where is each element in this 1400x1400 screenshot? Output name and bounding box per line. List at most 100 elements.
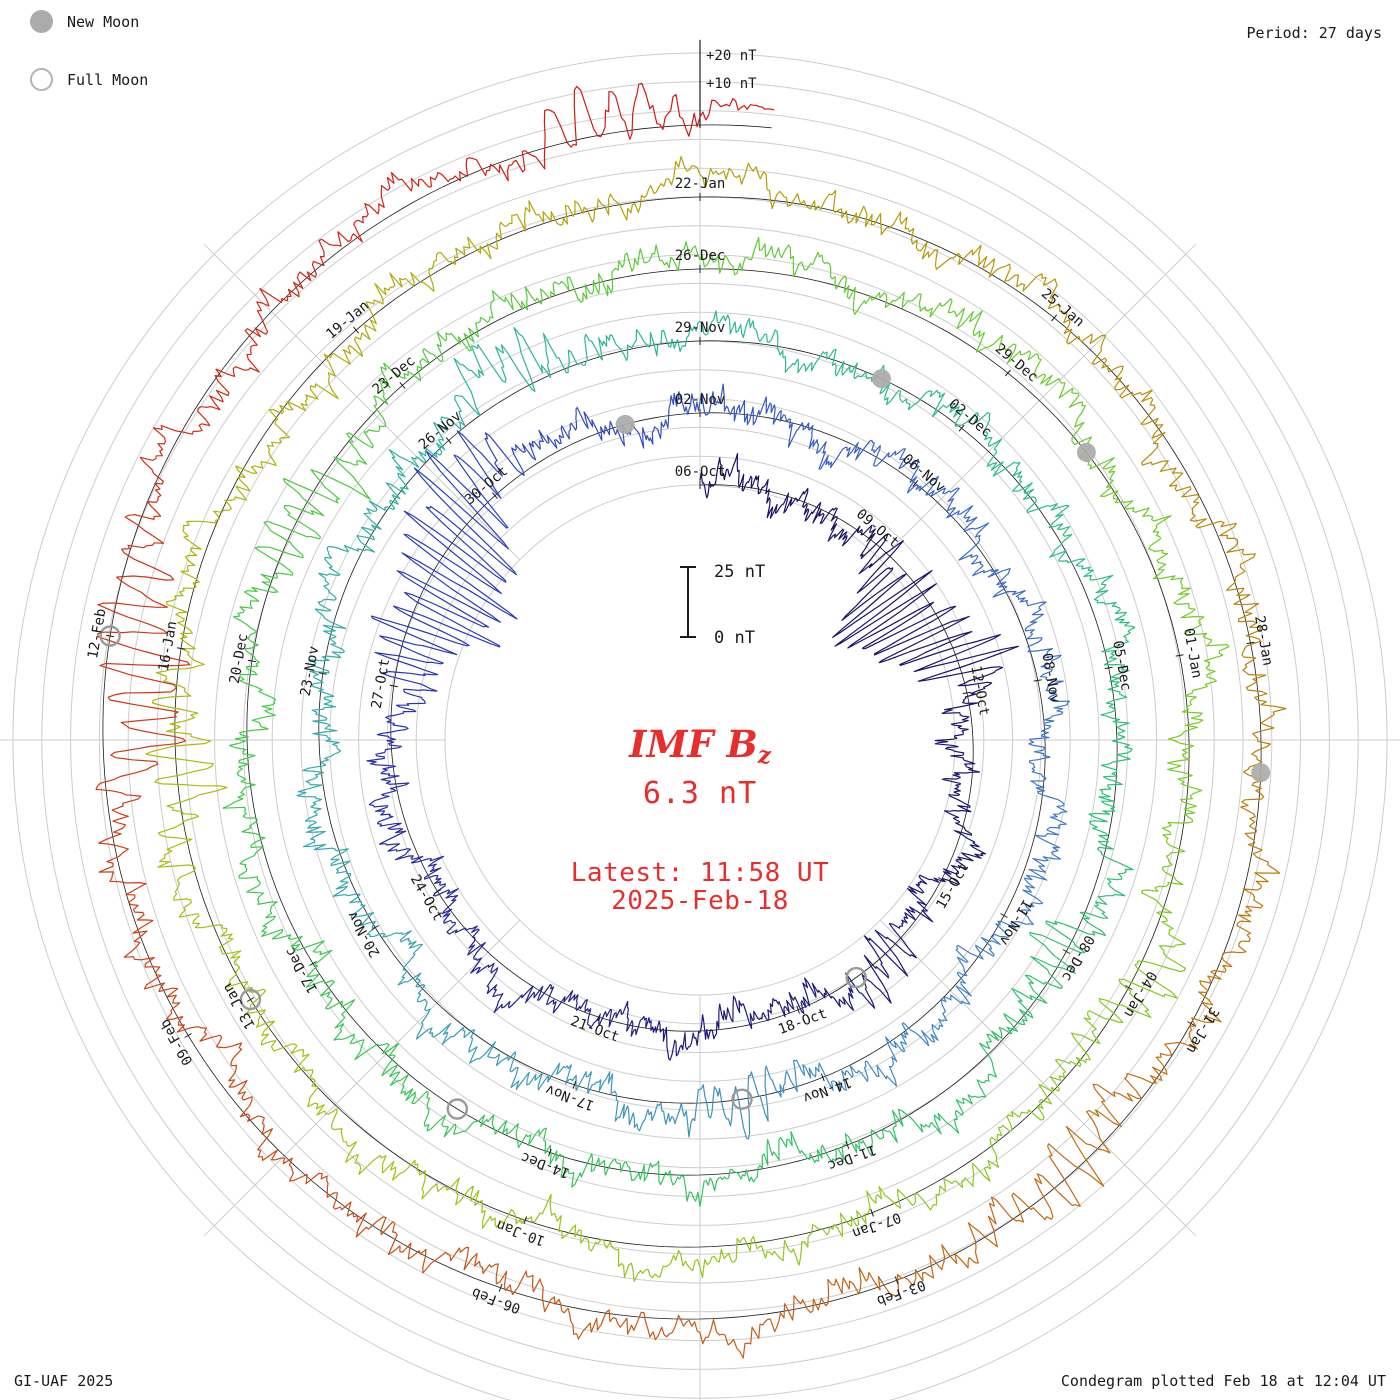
date-label: 11-Dec (825, 1141, 878, 1173)
bz-trace-segment (515, 1127, 576, 1188)
bz-trace-segment (880, 211, 967, 270)
date-tick (498, 1283, 503, 1292)
bz-trace-segment (542, 332, 610, 374)
bz-trace-segment (1236, 851, 1281, 942)
date-tick (796, 1005, 800, 1014)
bz-trace-segment (1137, 885, 1187, 973)
bz-trace-segment (834, 583, 957, 650)
full-moon-marker (239, 988, 262, 1011)
bz-trace-segment (944, 784, 972, 832)
bz-trace-segment (415, 979, 452, 1045)
bz-trace-segment (226, 966, 277, 1046)
date-label: 25-Jan (1038, 286, 1087, 331)
new-moon-label: New Moon (67, 12, 140, 31)
bz-trace-segment (780, 1130, 850, 1164)
bz-trace-segment (779, 1212, 858, 1266)
bz-trace-segment (1078, 456, 1137, 513)
bz-trace-segment (840, 275, 920, 315)
bz-trace-segment (797, 348, 859, 380)
date-label: 09-Feb (157, 1016, 196, 1068)
bz-trace-segment (1028, 816, 1067, 873)
date-tick (548, 1148, 552, 1157)
bz-trace-segment (361, 482, 409, 538)
bz-trace-segment (182, 495, 247, 566)
bz-trace-segment (270, 1040, 325, 1116)
bz-trace-segment (1049, 526, 1114, 585)
date-label: 29-Dec (992, 341, 1041, 386)
bz-trace-segment (1017, 597, 1047, 653)
baseline-spiral (102, 124, 1262, 1320)
bz-trace-segment (1167, 736, 1203, 815)
bz-trace-segment (874, 615, 1001, 673)
bz-trace-segment (368, 778, 410, 830)
new-moon-marker (615, 414, 635, 434)
bz-trace-segment (1083, 960, 1178, 1023)
bz-trace-segment (1173, 577, 1230, 654)
date-tick (184, 1033, 192, 1038)
bz-trace-segment (332, 885, 386, 938)
grid-spoke (203, 919, 521, 1237)
bz-trace-segment (1048, 281, 1107, 365)
bz-trace-segment (543, 267, 617, 303)
bz-trace-segment (1029, 759, 1068, 818)
date-label: 07-Jan (850, 1209, 903, 1241)
bz-trace-segment (373, 362, 422, 432)
bz-trace-segment (832, 540, 933, 638)
bz-trace-segment (178, 898, 242, 968)
bz-trace-segment (906, 868, 960, 912)
bz-trace-segment (460, 1185, 543, 1229)
new-moon-marker (872, 369, 891, 389)
grid (0, 39, 1400, 1400)
bz-trace-segment (715, 162, 802, 210)
bz-trace-segment (453, 430, 525, 529)
bz-trace-segment (943, 829, 986, 875)
grid-spoke (879, 243, 1197, 561)
bz-trace-segment (552, 990, 601, 1029)
date-label: 08-Nov (1038, 652, 1063, 705)
bz-trace-segment (965, 244, 1057, 292)
bz-trace-segment (243, 545, 304, 609)
bz-trace-segment (235, 418, 290, 497)
bz-trace-segment (309, 651, 344, 710)
bz-trace-segment (238, 825, 266, 901)
date-tick (1246, 641, 1255, 645)
bz-trace-segment (649, 1160, 719, 1207)
bz-trace-segment (778, 977, 826, 1018)
bz-trace-segment (305, 949, 356, 1019)
bz-trace-segment (296, 769, 324, 833)
bz-trace-segment (388, 246, 466, 292)
scalebar-cap-top (680, 566, 696, 568)
bz-trace-segment (263, 474, 340, 547)
bz-trace-segment (374, 629, 458, 687)
bz-trace-segment (134, 425, 185, 520)
bz-trace-segment (630, 156, 717, 214)
bz-trace-segment (475, 286, 545, 324)
radial-label-10nt: +10 nT (706, 76, 757, 92)
bz-trace-segment (717, 1136, 782, 1183)
bz-trace-segment (841, 1036, 898, 1087)
bz-trace-segment (441, 1026, 509, 1067)
date-tick (1033, 679, 1042, 682)
bz-trace-segment (1141, 432, 1200, 512)
bz-trace-segment (1245, 674, 1287, 763)
bz-trace-segment (615, 241, 692, 272)
date-tick (523, 1216, 528, 1225)
full-moon-icon (30, 68, 53, 91)
bz-trace-segment (1189, 510, 1256, 591)
bz-trace-segment (913, 389, 991, 427)
bz-trace-segment (388, 422, 446, 485)
bz-trace-segment (470, 327, 552, 392)
bz-trace-segment (975, 334, 1053, 386)
date-tick (1175, 654, 1184, 657)
period-label: Period: 27 days (1246, 24, 1382, 42)
date-tick (866, 535, 872, 542)
date-tick (353, 326, 360, 334)
bz-trace-segment (166, 564, 200, 650)
bz-trace-segment (976, 1017, 1019, 1098)
bz-trace-segment (769, 402, 815, 450)
full-moon-marker (731, 1088, 753, 1110)
bz-trace-segment (917, 645, 1019, 702)
bz-trace-segment (157, 813, 199, 901)
